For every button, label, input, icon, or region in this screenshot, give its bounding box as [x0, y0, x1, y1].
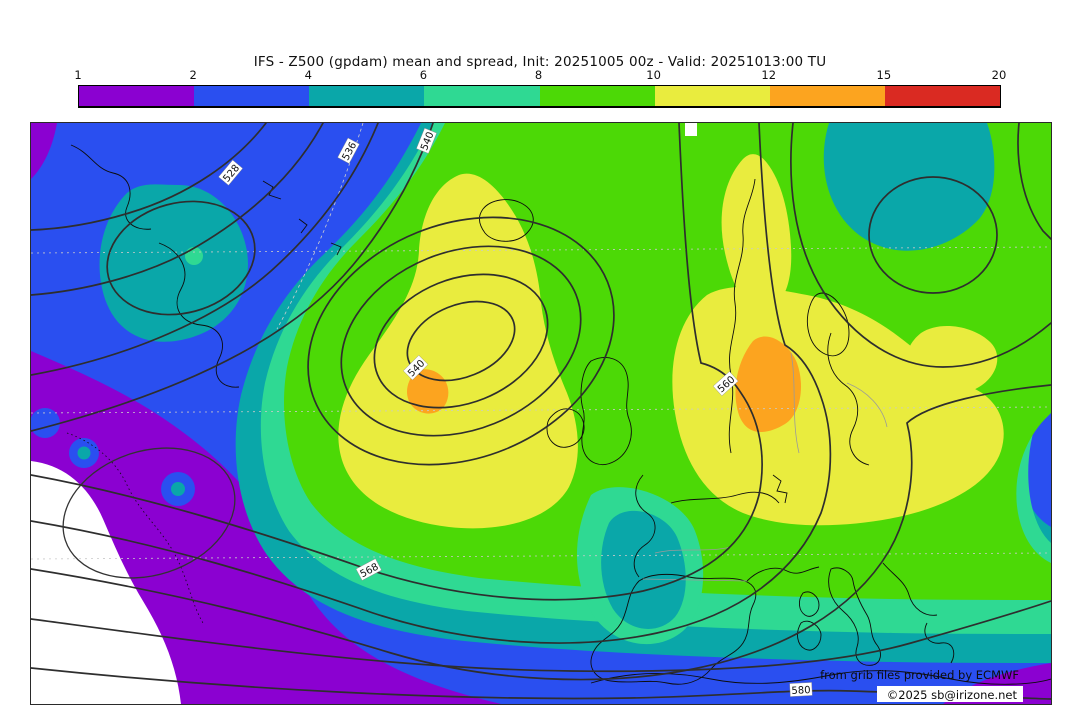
colorbar-tick: 6: [419, 68, 428, 82]
coastline-iceland: [478, 199, 534, 242]
colorbar-tick: 1: [74, 68, 82, 82]
country-borders: [642, 352, 888, 582]
colorbar-segment-8-10: [539, 86, 655, 106]
coastline-baltic: [827, 332, 870, 466]
contour-528: [31, 123, 267, 231]
colorbar-tick: 20: [991, 68, 1007, 82]
spread-dot-springgreen: [185, 247, 203, 265]
contour-arc-572: [31, 384, 1051, 681]
colorbar-tick: 15: [876, 68, 892, 82]
colorbar-tick: 10: [646, 68, 661, 82]
contour-arc-576: [31, 600, 1051, 673]
graticule-lines: [31, 123, 1051, 560]
contour-arc-564: [31, 123, 832, 644]
colorbar-tick-labels: 1 2 4 6 8 10 12 15 20: [74, 68, 1006, 82]
colorbar-segment-12-15: [769, 86, 885, 106]
coastline-labrador: [158, 242, 240, 388]
coastline-norway: [728, 178, 756, 454]
spread-shading: [31, 123, 1051, 704]
contour-536: [31, 123, 379, 376]
contour-532: [31, 123, 324, 296]
contour-northeast-corner: [1017, 123, 1051, 240]
coastline-denmark: [772, 474, 788, 504]
cutoff-low-rings: [307, 216, 615, 466]
coastline-bothnia: [807, 292, 850, 357]
spread-bullseye-teal-core: [171, 482, 185, 496]
coastline-africa-west: [66, 432, 204, 624]
spread-region-yellow-central: [338, 173, 578, 529]
spread-bullseye-teal-core: [77, 446, 91, 460]
spread-bullseye-blue: [31, 408, 60, 438]
coastline-balkans: [882, 562, 955, 664]
colorbar-segment-10-12: [654, 86, 770, 106]
coastline-france-atlantic: [633, 474, 656, 578]
colorbar-scale: [78, 85, 1001, 108]
coastline-corsica: [798, 591, 820, 617]
contour-label: 580: [789, 682, 813, 697]
page-title: IFS - Z500 (gpdam) mean and spread, Init…: [253, 54, 827, 70]
spread-region-white-notch: [685, 123, 697, 136]
colorbar-tick: 4: [304, 68, 312, 82]
attribution-line1: from grib files provided by ECMWF: [820, 668, 1019, 682]
svg-text:580: 580: [791, 685, 811, 697]
colorbar-segment-4-6: [309, 86, 425, 106]
contour-arc-560: [31, 123, 763, 601]
spread-region-teal-northwest-island: [99, 184, 248, 342]
colorbar-segment-15-20: [884, 86, 1000, 106]
spread-map-svg: 528 536 540 540 560 568: [31, 123, 1051, 704]
colorbar-segment-6-8: [424, 86, 540, 106]
spread-region-teal-northeast: [823, 123, 995, 251]
contour-subtropical-high: [62, 447, 236, 579]
coastline-north-sea: [670, 491, 780, 504]
contour-540-fan: [31, 123, 434, 432]
spread-region-purple-topleft: [31, 123, 57, 179]
contour-ring-northwest-low: [106, 200, 256, 316]
colorbar-segment-1-2: [79, 86, 195, 106]
attribution-bg: [877, 686, 1023, 702]
colorbar-tick: 2: [189, 68, 197, 82]
attribution-line2: ©2025 sb@irizone.net: [887, 688, 1018, 702]
coastline-italy: [828, 567, 881, 666]
coastline-great-britain: [580, 357, 632, 465]
contour-trough-east: [790, 123, 1051, 368]
coastline-africa-north: [590, 670, 1051, 685]
spread-region-yellow-north: [721, 154, 792, 309]
spread-region-yellow-east-spot: [905, 326, 998, 397]
attribution: from grib files provided by ECMWF ©2025 …: [820, 668, 1023, 702]
spread-region-teal-south-tongue: [601, 510, 686, 629]
spread-region-orange-sweden: [735, 336, 801, 433]
coastline-ireland: [546, 408, 585, 448]
contour-russia-low-ring: [868, 176, 998, 294]
colorbar-segment-2-4: [194, 86, 310, 106]
colorbar: 1 2 4 6 8 10 12 15 20: [74, 68, 1006, 108]
coastlines: [66, 144, 1051, 685]
colorbar-tick: 12: [761, 68, 777, 82]
coastline-mediterranean-north: [746, 566, 820, 582]
map-canvas: 528 536 540 540 560 568: [30, 122, 1052, 705]
colorbar-tick: 8: [534, 68, 543, 82]
